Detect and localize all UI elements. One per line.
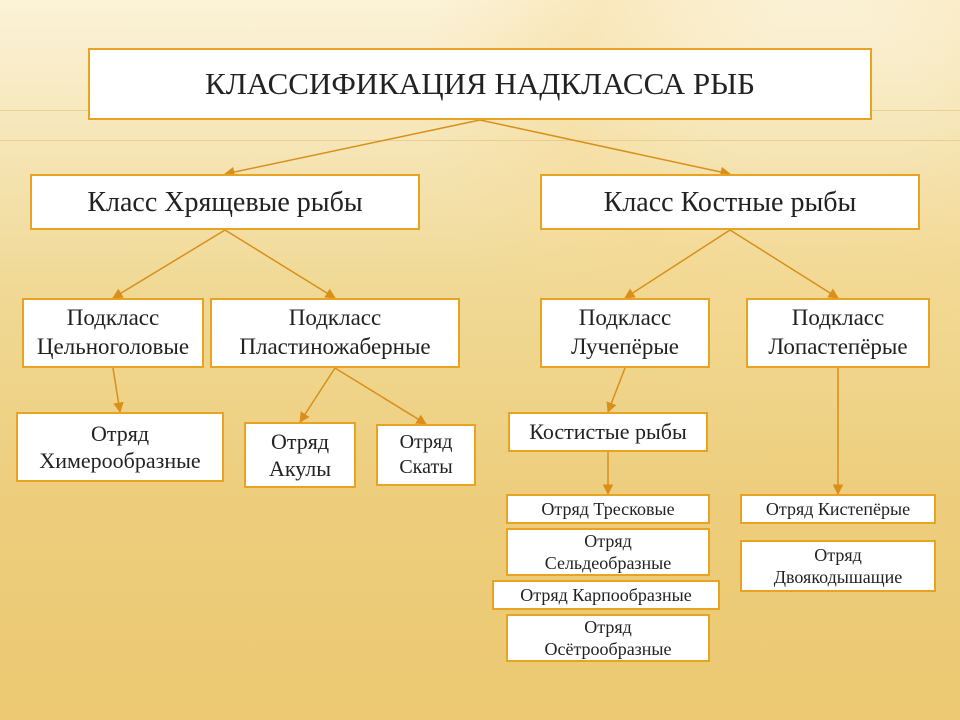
node-label-line1: Отряд: [400, 430, 453, 455]
diagram-stage: КЛАССИФИКАЦИЯ НАДКЛАССА РЫБ Класс Хрящев…: [0, 0, 960, 720]
node-class-bony: Класс Костные рыбы: [540, 174, 920, 230]
node-label: Класс Костные рыбы: [604, 185, 857, 220]
node-order-rays: Отряд Скаты: [376, 424, 476, 486]
node-subclass-sarcopterygii: Подкласс Лопастепёрые: [746, 298, 930, 368]
node-order-acipenseriformes: Отряд Осётрообразные: [506, 614, 710, 662]
node-label-line1: Подкласс: [579, 304, 671, 333]
node-label: Отряд Карпообразные: [520, 584, 691, 607]
node-order-coelacanth: Отряд Кистепёрые: [740, 494, 936, 524]
node-label-line1: Подкласс: [67, 304, 159, 333]
node-label-line2: Лучепёрые: [571, 333, 679, 362]
node-label-line2: Двоякодышащие: [774, 566, 903, 589]
node-subclass-actinopterygii: Подкласс Лучепёрые: [540, 298, 710, 368]
node-root: КЛАССИФИКАЦИЯ НАДКЛАССА РЫБ: [88, 48, 872, 120]
node-label: Отряд Тресковые: [541, 498, 674, 521]
node-label: Костистые рыбы: [529, 418, 686, 446]
node-order-cypriniformes: Отряд Карпообразные: [492, 580, 720, 610]
node-label-line1: Отряд: [271, 428, 329, 456]
node-order-gadiformes: Отряд Тресковые: [506, 494, 710, 524]
node-label-line1: Отряд: [584, 530, 632, 553]
node-teleostei: Костистые рыбы: [508, 412, 708, 452]
node-subclass-holocephali: Подкласс Цельноголовые: [22, 298, 204, 368]
node-subclass-elasmobranchii: Подкласс Пластиножаберные: [210, 298, 460, 368]
node-label-line1: Подкласс: [792, 304, 884, 333]
node-class-cartilaginous: Класс Хрящевые рыбы: [30, 174, 420, 230]
node-label-line2: Цельноголовые: [37, 333, 189, 362]
node-order-chimaeriformes: Отряд Химерообразные: [16, 412, 224, 482]
node-label-line2: Скаты: [399, 455, 452, 480]
node-label: КЛАССИФИКАЦИЯ НАДКЛАССА РЫБ: [205, 65, 755, 104]
node-order-dipnoi: Отряд Двоякодышащие: [740, 540, 936, 592]
decorative-ray: [0, 140, 960, 141]
node-label-line2: Сельдеобразные: [545, 552, 672, 575]
node-label-line2: Пластиножаберные: [239, 333, 430, 362]
node-label-line1: Отряд: [91, 420, 149, 448]
node-label-line1: Подкласс: [289, 304, 381, 333]
node-label-line1: Отряд: [814, 544, 862, 567]
node-label-line1: Отряд: [584, 616, 632, 639]
node-label-line2: Лопастепёрые: [768, 333, 907, 362]
node-label: Отряд Кистепёрые: [766, 498, 910, 521]
node-label: Класс Хрящевые рыбы: [87, 185, 362, 220]
node-order-clupeiformes: Отряд Сельдеобразные: [506, 528, 710, 576]
node-label-line2: Химерообразные: [39, 447, 200, 475]
node-label-line2: Осётрообразные: [544, 638, 671, 661]
node-order-sharks: Отряд Акулы: [244, 422, 356, 488]
node-label-line2: Акулы: [269, 455, 331, 483]
